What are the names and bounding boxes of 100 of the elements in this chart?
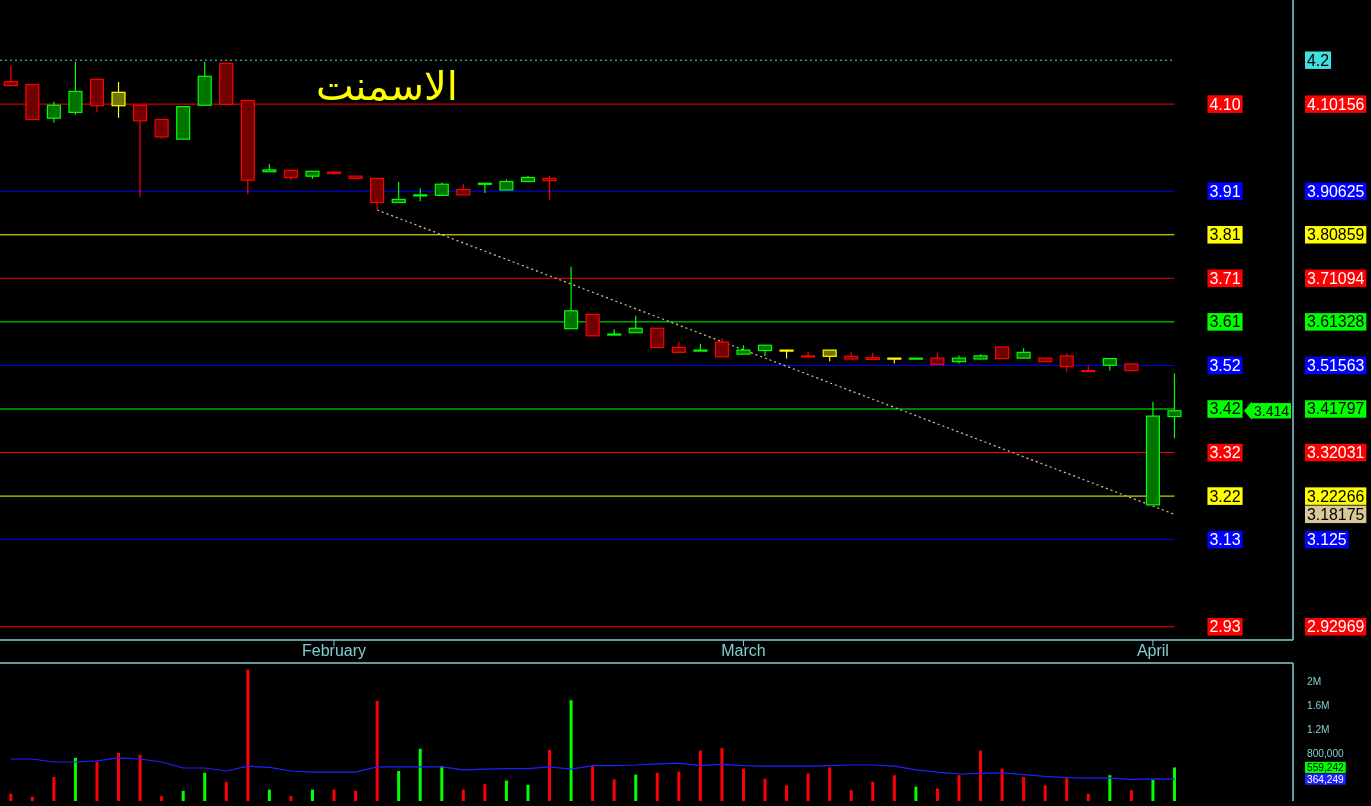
bar [548, 750, 552, 801]
y-tick-label: 4.10156 [1307, 95, 1365, 113]
bar [224, 781, 228, 801]
y-tick-label: 559,242 [1307, 761, 1345, 773]
bar [1151, 780, 1155, 801]
bar [957, 775, 961, 801]
y-tick-label: 3.125 [1307, 531, 1347, 549]
annotation: 3.414 [1243, 401, 1291, 421]
ref-line-label: 3.52 [1209, 356, 1241, 374]
y-tick-label: 3.61328 [1307, 313, 1365, 331]
bar [310, 789, 314, 801]
bar [332, 789, 336, 801]
y-tick-label: 3.32031 [1307, 444, 1365, 462]
y-tick-label: 2.92969 [1307, 618, 1365, 636]
bar [655, 772, 659, 801]
ref-line-label: 4.10 [1209, 95, 1241, 113]
ref-line-label: 3.61 [1209, 313, 1241, 331]
bar [246, 669, 250, 801]
ref-line-label: 3.42 [1209, 400, 1241, 418]
ref-line-label: 3.81 [1209, 226, 1241, 244]
bar [30, 796, 34, 801]
bar [181, 790, 185, 801]
y-tick-label: 3.22266 [1307, 487, 1365, 505]
bar [354, 790, 358, 801]
y-tick-label: 3.71094 [1307, 269, 1365, 287]
bar [1065, 778, 1069, 801]
bar [935, 788, 939, 801]
bar [267, 789, 271, 801]
candlestick [650, 327, 665, 349]
bar [418, 748, 422, 801]
y-tick-label: 364,249 [1307, 773, 1345, 785]
bar [1000, 768, 1004, 801]
candlestick [391, 181, 406, 204]
x-tick-label: February [302, 642, 367, 659]
candlestick [801, 351, 816, 358]
y-tick-label: 3.41797 [1307, 400, 1365, 418]
bar [871, 781, 875, 801]
y-tick-label: 1.2M [1307, 723, 1330, 735]
bar [785, 785, 789, 801]
bar [591, 766, 595, 801]
bar [1086, 793, 1090, 801]
bar [892, 775, 896, 801]
y-tick-label: 3.51563 [1307, 356, 1365, 374]
bar [95, 762, 99, 801]
candlestick [154, 118, 169, 140]
bar [440, 766, 444, 801]
bar [160, 796, 164, 801]
y-tick-label: 1.6M [1307, 699, 1330, 711]
bar [504, 780, 508, 801]
ref-line-label: 2.93 [1209, 618, 1241, 636]
bar [289, 796, 293, 801]
y-tick-label: 3.18175 [1307, 505, 1365, 523]
ref-line-label: 3.32 [1209, 444, 1241, 462]
candlestick [68, 61, 83, 116]
y-tick-label: 800,000 [1307, 747, 1345, 759]
bar [698, 750, 702, 801]
bar [1022, 777, 1026, 801]
bar [828, 767, 832, 801]
x-tick-label: March [721, 642, 766, 659]
bar [806, 773, 810, 801]
y-tick-label: 3.80859 [1307, 226, 1365, 244]
candlestick [46, 101, 61, 124]
ref-line-label: 3.71 [1209, 269, 1241, 287]
ref-line-label: 3.13 [1209, 531, 1241, 549]
candlestick [542, 175, 557, 201]
bar [979, 750, 983, 801]
bar [720, 748, 724, 801]
candlestick [477, 182, 492, 194]
bar [397, 771, 401, 801]
bar [73, 757, 77, 801]
bar [849, 790, 853, 801]
line-series [10, 757, 1176, 780]
bar [461, 789, 465, 801]
candlestick [3, 65, 18, 87]
candlestick [714, 337, 729, 358]
bar [634, 774, 638, 801]
bar [9, 793, 13, 801]
bar [1043, 785, 1047, 801]
ref-line-label: 3.91 [1209, 182, 1241, 200]
bar [1108, 775, 1112, 801]
bar [1172, 767, 1176, 801]
ref-line-label: 3.22 [1209, 487, 1241, 505]
bar [569, 700, 573, 801]
bar [52, 777, 56, 801]
y-tick-label: 3.90625 [1307, 182, 1365, 200]
bar [612, 779, 616, 801]
y-tick-label: 2M [1307, 675, 1322, 687]
bar [375, 700, 379, 801]
bar [483, 784, 487, 801]
candlestick [1059, 352, 1074, 373]
bar [1129, 790, 1133, 801]
candlestick [111, 81, 126, 119]
bar [914, 786, 918, 801]
bar [138, 754, 142, 801]
x-tick-label: April [1136, 642, 1169, 659]
bar [526, 784, 530, 801]
bar [763, 778, 767, 801]
bar [203, 772, 207, 801]
bar [117, 753, 121, 801]
candlestick [585, 313, 600, 337]
